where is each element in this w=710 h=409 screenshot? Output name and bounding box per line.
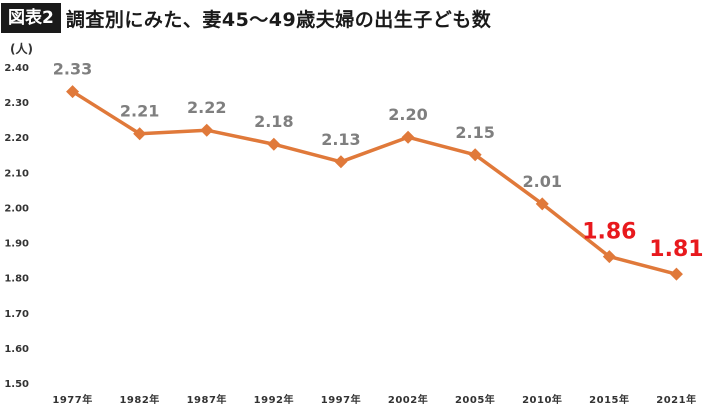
- x-tick-label: 1982年: [119, 393, 159, 406]
- data-point-marker: [334, 155, 348, 169]
- data-label-highlight: 1.81: [649, 237, 703, 262]
- data-label: 2.15: [455, 123, 494, 142]
- data-point-marker: [602, 250, 616, 264]
- x-tick-label: 2002年: [388, 393, 428, 406]
- y-tick-label: 2.20: [4, 133, 29, 144]
- x-tick-label: 1987年: [187, 393, 227, 406]
- series-line: [71, 90, 677, 276]
- data-label: 2.33: [53, 60, 92, 79]
- y-tick-label: 2.30: [4, 98, 29, 109]
- data-label: 2.13: [321, 130, 360, 149]
- y-unit-label: (人): [10, 41, 33, 56]
- x-tick-label: 2005年: [455, 393, 495, 406]
- chart-header: 図表2 調査別にみた、妻45〜49歳夫婦の出生子ども数: [0, 0, 491, 36]
- y-tick-label: 1.70: [4, 309, 29, 320]
- y-tick-label: 2.10: [4, 168, 29, 179]
- data-point-marker: [535, 197, 549, 211]
- x-tick-label: 2010年: [522, 393, 562, 406]
- data-point-marker: [133, 127, 147, 141]
- y-tick-label: 1.60: [4, 344, 29, 355]
- x-tick-label: 2015年: [589, 393, 629, 406]
- data-point-marker: [200, 123, 214, 137]
- data-label: 2.01: [523, 172, 562, 191]
- x-tick-label: 1977年: [52, 393, 92, 406]
- data-label: 2.20: [388, 105, 427, 124]
- x-tick-label: 1992年: [254, 393, 294, 406]
- y-tick-label: 2.00: [4, 203, 29, 214]
- data-label: 2.18: [254, 112, 293, 131]
- y-tick-label: 2.40: [4, 63, 29, 74]
- data-point-marker: [267, 137, 281, 151]
- x-tick-label: 2021年: [656, 393, 696, 406]
- data-label-highlight: 1.86: [582, 220, 636, 245]
- chart-title: 調査別にみた、妻45〜49歳夫婦の出生子ども数: [65, 8, 492, 31]
- figure-badge: 図表2: [1, 3, 61, 33]
- data-point-marker: [66, 85, 80, 99]
- data-point-marker: [401, 130, 415, 144]
- data-label: 2.22: [187, 98, 226, 117]
- y-tick-label: 1.80: [4, 274, 29, 285]
- data-label: 2.21: [120, 102, 159, 121]
- data-point-marker: [669, 267, 683, 281]
- x-tick-label: 1997年: [321, 393, 361, 406]
- y-tick-label: 1.50: [4, 379, 29, 390]
- data-point-marker: [468, 148, 482, 162]
- y-tick-label: 1.90: [4, 239, 29, 250]
